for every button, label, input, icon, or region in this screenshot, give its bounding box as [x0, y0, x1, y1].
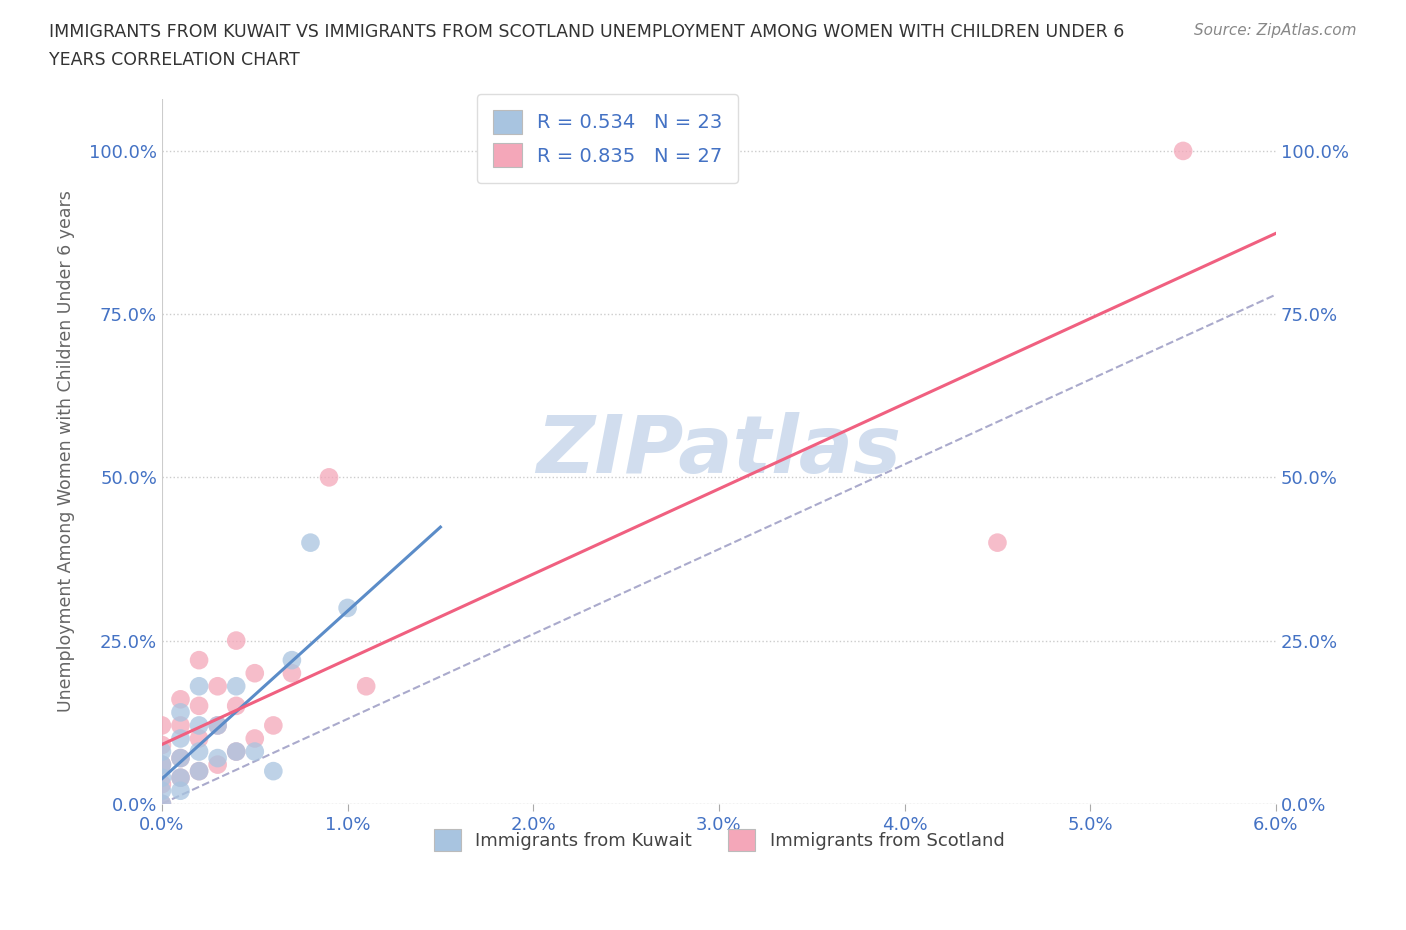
- Point: [225, 633, 247, 648]
- Point: [150, 783, 173, 798]
- Point: [169, 783, 191, 798]
- Point: [243, 744, 266, 759]
- Point: [169, 751, 191, 765]
- Point: [188, 679, 211, 694]
- Point: [150, 757, 173, 772]
- Point: [150, 757, 173, 772]
- Point: [188, 653, 211, 668]
- Point: [169, 692, 191, 707]
- Point: [188, 764, 211, 778]
- Point: [188, 718, 211, 733]
- Point: [150, 796, 173, 811]
- Text: ZIPatlas: ZIPatlas: [537, 412, 901, 490]
- Point: [354, 679, 377, 694]
- Point: [318, 470, 340, 485]
- Point: [150, 796, 173, 811]
- Text: YEARS CORRELATION CHART: YEARS CORRELATION CHART: [49, 51, 299, 69]
- Point: [207, 679, 229, 694]
- Point: [243, 666, 266, 681]
- Point: [281, 653, 304, 668]
- Point: [225, 744, 247, 759]
- Point: [150, 718, 173, 733]
- Point: [188, 731, 211, 746]
- Point: [225, 698, 247, 713]
- Point: [169, 770, 191, 785]
- Point: [188, 744, 211, 759]
- Point: [169, 751, 191, 765]
- Legend: Immigrants from Kuwait, Immigrants from Scotland: Immigrants from Kuwait, Immigrants from …: [426, 822, 1011, 858]
- Point: [207, 757, 229, 772]
- Point: [225, 679, 247, 694]
- Text: Source: ZipAtlas.com: Source: ZipAtlas.com: [1194, 23, 1357, 38]
- Point: [207, 718, 229, 733]
- Point: [1171, 143, 1194, 158]
- Point: [150, 744, 173, 759]
- Point: [169, 718, 191, 733]
- Text: IMMIGRANTS FROM KUWAIT VS IMMIGRANTS FROM SCOTLAND UNEMPLOYMENT AMONG WOMEN WITH: IMMIGRANTS FROM KUWAIT VS IMMIGRANTS FRO…: [49, 23, 1125, 41]
- Point: [299, 535, 322, 550]
- Point: [281, 666, 304, 681]
- Point: [207, 718, 229, 733]
- Y-axis label: Unemployment Among Women with Children Under 6 years: Unemployment Among Women with Children U…: [58, 191, 75, 712]
- Point: [169, 770, 191, 785]
- Point: [169, 731, 191, 746]
- Point: [188, 698, 211, 713]
- Point: [986, 535, 1008, 550]
- Point: [262, 764, 284, 778]
- Point: [150, 777, 173, 791]
- Point: [225, 744, 247, 759]
- Point: [243, 731, 266, 746]
- Point: [207, 751, 229, 765]
- Point: [150, 737, 173, 752]
- Point: [188, 764, 211, 778]
- Point: [150, 770, 173, 785]
- Point: [169, 705, 191, 720]
- Point: [336, 601, 359, 616]
- Point: [262, 718, 284, 733]
